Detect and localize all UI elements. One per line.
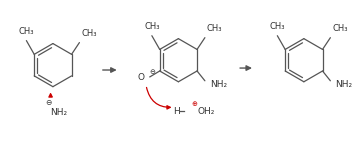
Text: ⊕: ⊕ [191, 101, 197, 107]
Text: CH₃: CH₃ [81, 29, 97, 38]
Text: CH₃: CH₃ [207, 24, 222, 33]
Text: CH₃: CH₃ [19, 27, 34, 36]
Text: OH₂: OH₂ [197, 107, 215, 116]
Text: CH₃: CH₃ [144, 22, 160, 31]
Text: ⊖: ⊖ [45, 98, 51, 107]
Text: H: H [173, 107, 180, 116]
Text: O: O [137, 73, 144, 82]
Text: ⊖: ⊖ [149, 69, 155, 75]
Text: NH₂: NH₂ [335, 80, 352, 89]
Text: NH₂: NH₂ [50, 108, 67, 117]
Text: CH₃: CH₃ [332, 24, 348, 33]
Text: CH₃: CH₃ [270, 22, 285, 31]
Text: NH₂: NH₂ [210, 80, 227, 89]
